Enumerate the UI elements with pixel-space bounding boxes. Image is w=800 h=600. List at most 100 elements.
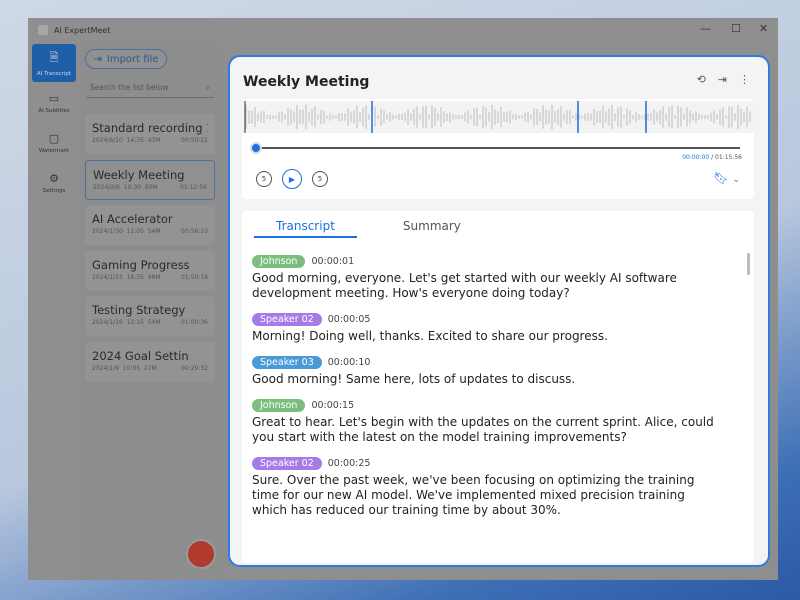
recording-duration: 00:29:32 — [181, 364, 208, 372]
recording-duration: 01:00:36 — [181, 319, 208, 326]
transcript-text: Good morning! Same here, lots of updates… — [252, 372, 576, 386]
transcript-text: Sure. Over the past week, we've been foc… — [252, 473, 695, 517]
recording-title: Gaming Progress — [92, 257, 190, 272]
transcript-text: Morning! Doing well, thanks. Excited to … — [252, 329, 608, 343]
audio-player: 00:00:00 / 01:15:56 5 ▶ 5 🔖︎ ⌄ — [242, 99, 754, 199]
subtitles-icon: ▭ — [48, 92, 60, 105]
timestamp[interactable]: 00:00:15 — [311, 400, 355, 411]
nav-label: AI Subtitles — [38, 108, 70, 114]
recording-title: 2024 Goal Settin — [92, 348, 189, 363]
waveform[interactable] — [242, 101, 754, 133]
speaker-badge[interactable]: Speaker 02 — [252, 457, 322, 470]
app-title: AI ExpertMeet — [54, 25, 111, 35]
maximize-button[interactable]: ☐ — [731, 22, 741, 35]
recording-title: Weekly Meeting — [93, 167, 185, 182]
recording-title: Testing Strategy — [92, 303, 186, 317]
seek-bar[interactable] — [256, 147, 740, 149]
speaker-badge[interactable]: Speaker 02 — [252, 313, 322, 326]
nav-settings[interactable]: ⚙ Settings — [32, 164, 76, 202]
recording-date: 2024/1/16 — [92, 319, 123, 326]
monitor-icon: ▢ — [48, 132, 60, 145]
close-button[interactable]: ✕ — [759, 22, 769, 35]
recording-list-panel: ⇥ Import file Search the list below ⌕ Stan… — [80, 42, 220, 580]
recording-size: 60M — [144, 183, 158, 191]
search-placeholder: Search the list below — [90, 83, 169, 92]
transcript-text: Good morning, everyone. Let's get starte… — [252, 271, 677, 300]
nav-label: Watermark — [38, 148, 70, 154]
recording-title: Standard recording 1 — [92, 121, 208, 135]
forward-5-button[interactable]: 5 — [312, 171, 328, 187]
nav-label: AI Transcript — [36, 71, 72, 77]
minimize-button[interactable]: — — [700, 22, 711, 35]
recording-size: 54M — [147, 228, 161, 235]
recording-time: 14:35 — [126, 137, 144, 144]
recording-item[interactable]: Testing Strategy 2024/1/16 12:15 54M 01:00… — [85, 296, 215, 336]
timestamp[interactable]: 00:00:10 — [327, 357, 371, 368]
time-readout: 00:00:00 / 01:15:56 — [682, 154, 742, 161]
timestamp[interactable]: 00:00:01 — [311, 256, 355, 267]
transcript-entry: Speaker 03 00:00:10 Good morning! Same her… — [252, 356, 722, 387]
recording-size: 98M — [147, 273, 161, 281]
recording-time: 11:05 — [126, 228, 144, 235]
recording-duration: 00:56:10 — [181, 228, 208, 235]
transcript-card: Transcript Summary Johnson 00:00:01 Good m… — [242, 211, 754, 563]
recording-item[interactable]: Standard recording 1 2024/6/10 14:35 43M 0… — [85, 114, 215, 154]
nav-watermark[interactable]: ▢ Watermark — [32, 124, 76, 162]
import-label: Import file — [106, 53, 159, 65]
recording-time: 16:35 — [126, 273, 144, 281]
tab-summary[interactable]: Summary — [402, 219, 461, 233]
recording-item[interactable]: AI Accelerator 2024/1/30 11:05 54M 00:56:1… — [85, 205, 215, 245]
rewind-5-button[interactable]: 5 — [256, 171, 272, 187]
translate-icon[interactable]: ⟲ — [696, 73, 706, 86]
recording-date: 2024/1/30 — [92, 228, 123, 235]
recording-time: 10:30 — [123, 183, 142, 191]
more-options-icon[interactable]: ⋮ — [739, 73, 750, 86]
recording-time: 10:05 — [122, 364, 141, 372]
recording-size: 43M — [147, 137, 161, 144]
recording-date: 2024/2/6 — [93, 183, 120, 191]
recording-duration: 01:12:56 — [180, 183, 207, 191]
recording-duration: 01:50:18 — [181, 273, 208, 281]
timestamp[interactable]: 00:00:05 — [327, 314, 371, 325]
recording-item[interactable]: Gaming Progress 2024/1/23 16:35 98M 01:50:… — [85, 250, 215, 291]
timestamp[interactable]: 00:00:25 — [327, 458, 371, 469]
export-icon[interactable]: ⇥ — [717, 73, 727, 86]
recording-detail-panel: Weekly Meeting ⟲ ⇥ ⋮ 00:00:00 / 01:15:56… — [228, 55, 770, 567]
transcript-entry: Speaker 02 00:00:05 Morning! Doing well, t… — [252, 313, 722, 344]
transcript-entry: Speaker 02 00:00:25 Sure. Over the past we… — [252, 457, 722, 518]
recording-duration: 00:50:22 — [181, 137, 208, 144]
scrollbar[interactable] — [747, 253, 750, 275]
nav-rail: 🗎 AI Transcript ▭ AI Subtitles ▢ Watermark … — [28, 42, 80, 204]
recording-size: 54M — [147, 319, 161, 326]
search-input[interactable]: Search the list below ⌕ — [86, 78, 214, 98]
import-file-button[interactable]: ⇥ Import file — [85, 49, 167, 69]
gear-icon: ⚙ — [49, 172, 59, 185]
recording-item[interactable]: 2024 Goal Settin 2024/1/9 10:05 27M 00:29:… — [85, 341, 215, 382]
title-bar: AI ExpertMeet — [28, 18, 778, 42]
transcript-text: Great to hear. Let's begin with the upda… — [252, 415, 714, 444]
recording-title: Weekly Meeting — [243, 74, 370, 90]
recording-size: 27M — [143, 364, 157, 372]
transcript-entry: Johnson 00:00:01 Good morning, everyone. L… — [252, 255, 722, 301]
import-icon: ⇥ — [93, 53, 102, 65]
document-icon: 🗎 — [49, 51, 59, 64]
total-time: / 01:15:56 — [711, 154, 742, 161]
nav-ai-subtitles[interactable]: ▭ AI Subtitles — [32, 84, 76, 122]
chevron-down-icon: ⌄ — [732, 175, 740, 185]
play-button[interactable]: ▶ — [282, 169, 302, 189]
seek-handle[interactable] — [250, 142, 262, 154]
nav-ai-transcript[interactable]: 🗎 AI Transcript — [32, 44, 76, 82]
bookmark-icon: 🔖︎ — [713, 171, 729, 185]
recording-title: AI Accelerator — [92, 212, 173, 226]
recording-date: 2024/1/9 — [92, 364, 119, 372]
tab-transcript[interactable]: Transcript — [254, 219, 357, 238]
recording-date: 2024/1/23 — [92, 273, 123, 281]
speaker-badge[interactable]: Johnson — [252, 399, 306, 412]
speaker-badge[interactable]: Speaker 03 — [252, 356, 322, 369]
recording-date: 2024/6/10 — [92, 137, 123, 144]
record-button[interactable] — [186, 539, 216, 569]
speaker-badge[interactable]: Johnson — [252, 255, 306, 268]
recording-item[interactable]: Weekly Meeting 2024/2/6 10:30 60M 01:12:56 — [85, 159, 215, 200]
bookmark-button[interactable]: 🔖︎ ⌄ — [713, 171, 740, 185]
current-time: 00:00:00 — [682, 154, 710, 161]
